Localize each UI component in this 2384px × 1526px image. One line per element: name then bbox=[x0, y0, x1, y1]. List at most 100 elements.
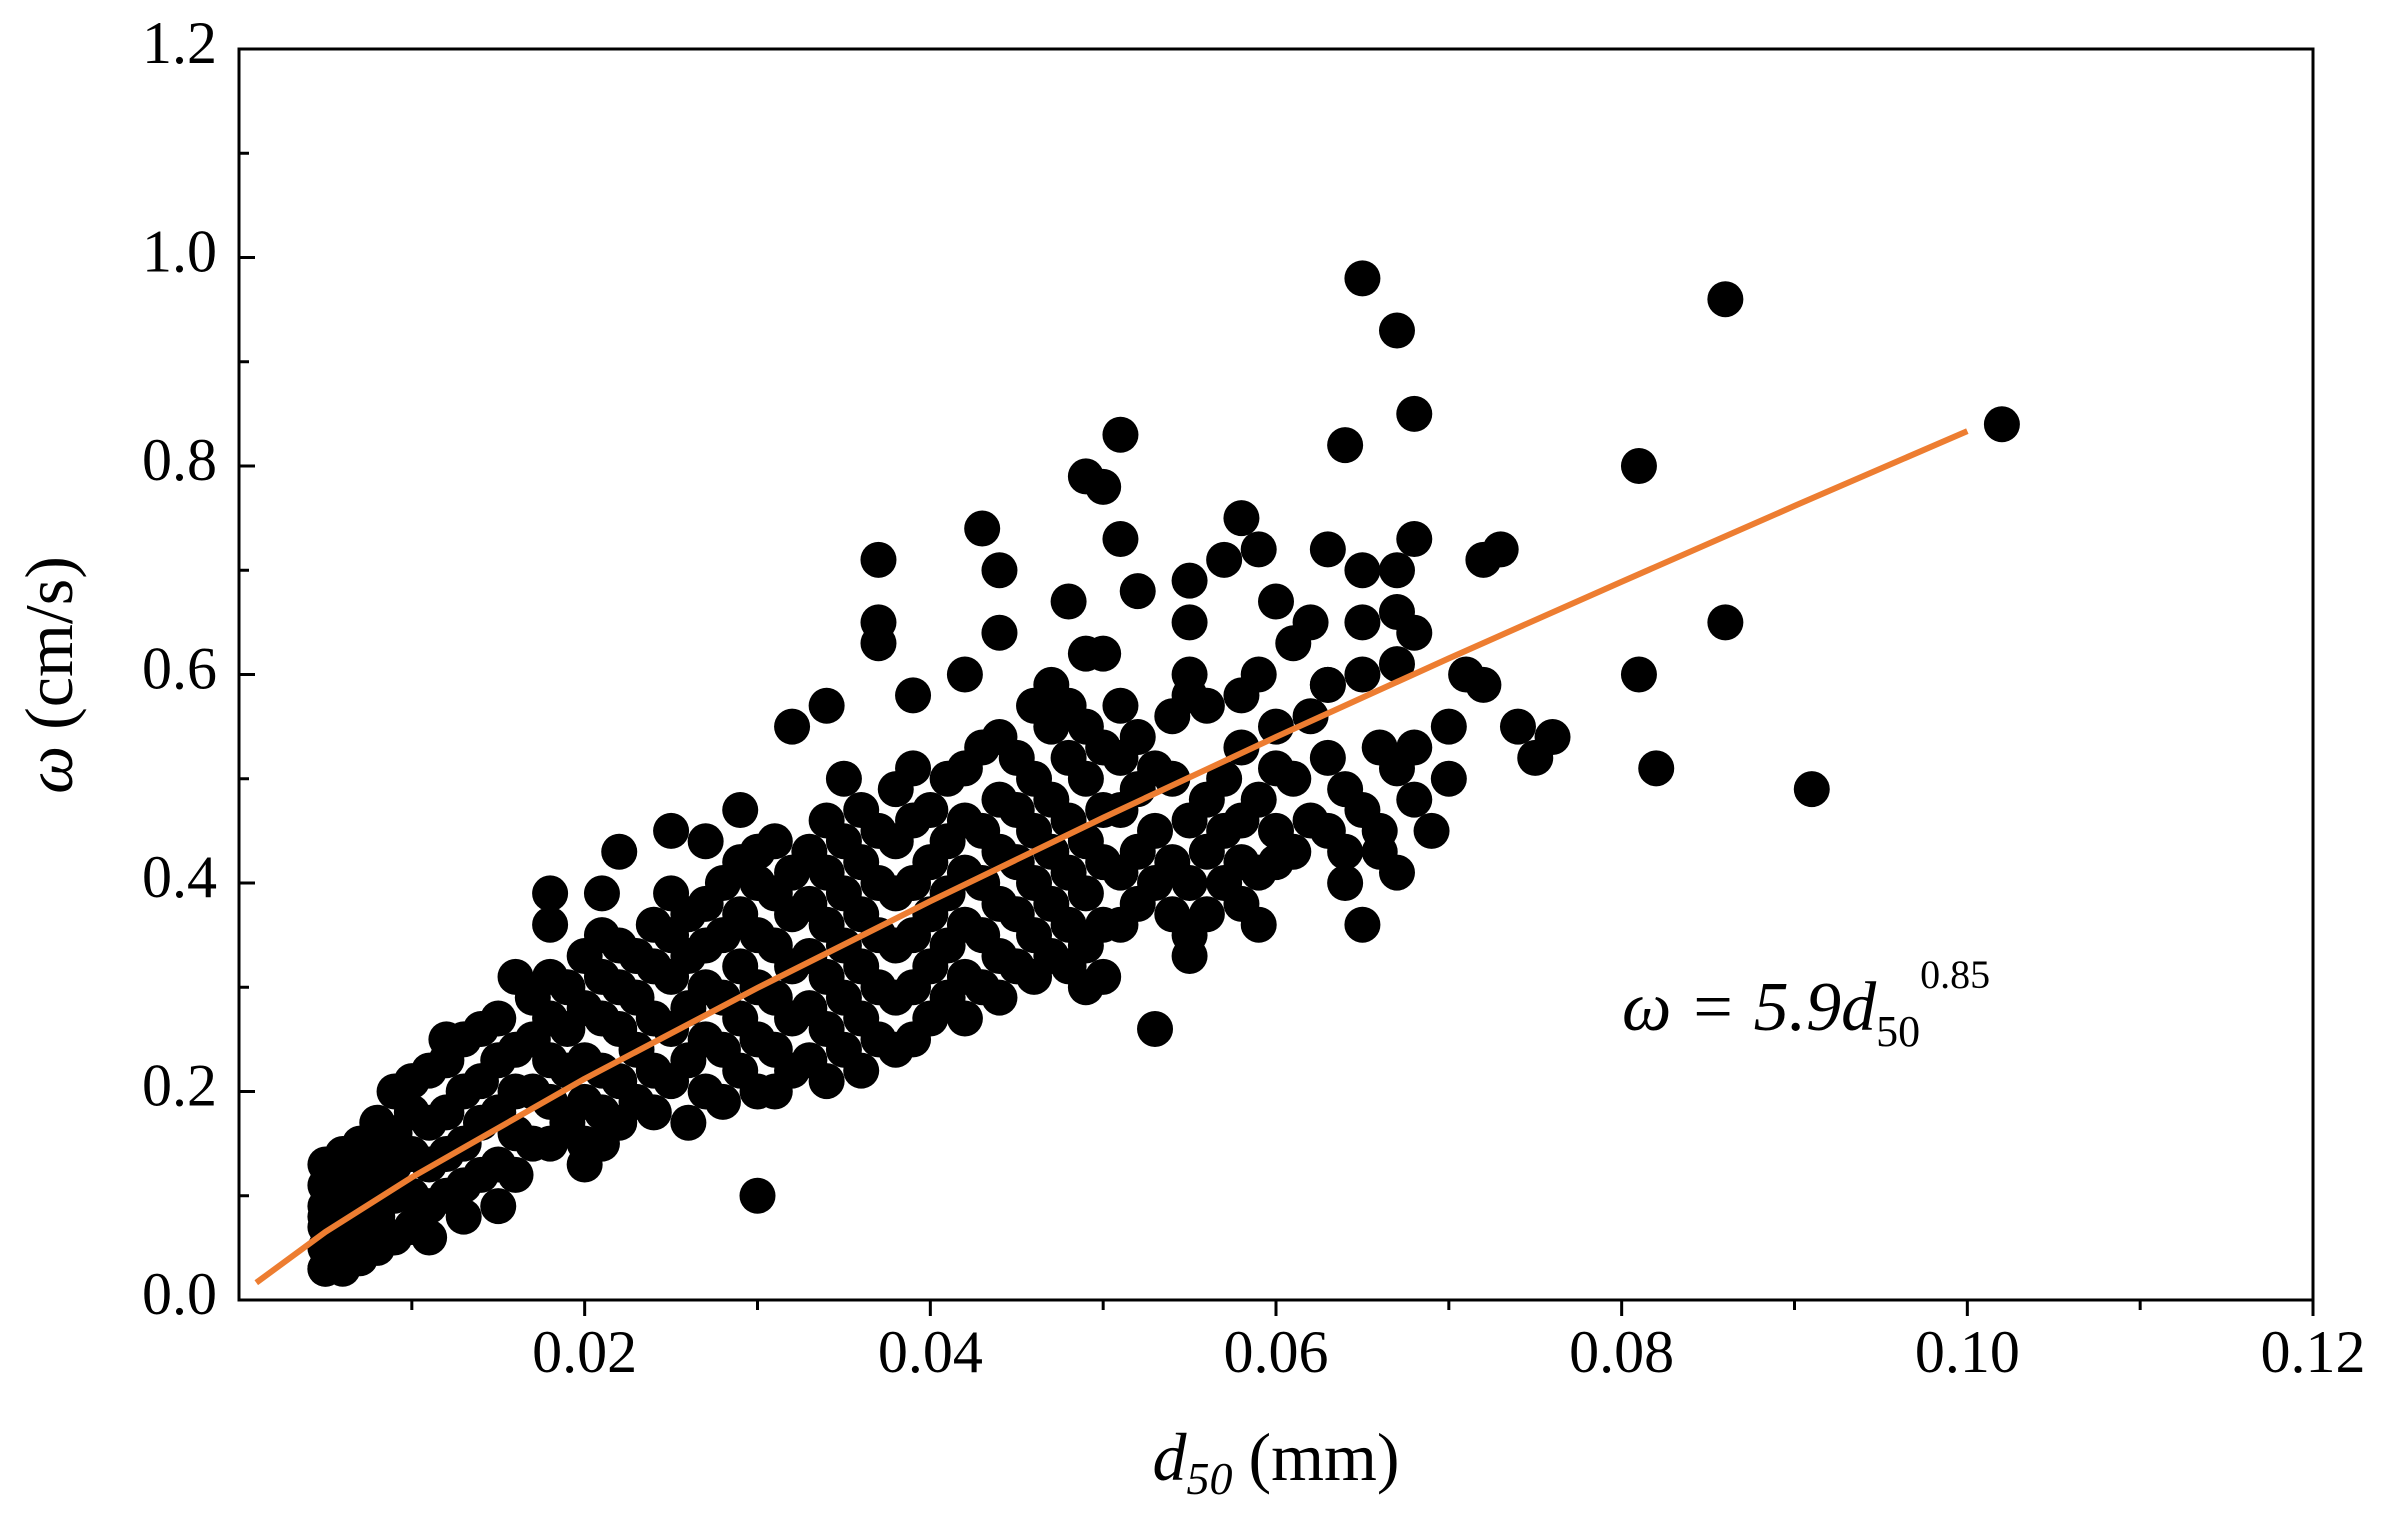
y-tick-label: 0.2 bbox=[142, 1052, 217, 1118]
equation-main: ω = 5.9d bbox=[1622, 969, 1877, 1046]
data-point bbox=[1050, 583, 1087, 620]
data-point bbox=[1361, 812, 1398, 849]
data-point bbox=[1067, 760, 1104, 797]
data-point bbox=[1119, 573, 1156, 610]
data-point bbox=[1344, 552, 1381, 589]
data-point bbox=[1517, 739, 1554, 776]
x-tick-label: 0.12 bbox=[2261, 1319, 2366, 1385]
data-point bbox=[1396, 614, 1433, 651]
data-point bbox=[1983, 406, 2020, 443]
data-point bbox=[1793, 771, 1830, 808]
data-point bbox=[635, 1094, 672, 1131]
data-point bbox=[1430, 760, 1467, 797]
equation-subscript: 50 bbox=[1876, 1007, 1920, 1056]
data-point bbox=[1102, 520, 1139, 557]
data-point bbox=[480, 1000, 517, 1037]
data-point bbox=[981, 614, 1018, 651]
data-point bbox=[1223, 885, 1260, 922]
data-point bbox=[1171, 562, 1208, 599]
data-point bbox=[895, 750, 932, 787]
data-point bbox=[808, 687, 845, 724]
data-point bbox=[1085, 958, 1122, 995]
data-point bbox=[756, 823, 793, 860]
x-label-subscript: 50 bbox=[1186, 1453, 1232, 1504]
data-point bbox=[1309, 666, 1346, 703]
data-point bbox=[981, 979, 1018, 1016]
data-point bbox=[1327, 865, 1364, 901]
data-point bbox=[964, 510, 1001, 547]
x-tick-label: 0.10 bbox=[1915, 1319, 2020, 1385]
data-point bbox=[1171, 604, 1208, 641]
data-point bbox=[981, 552, 1018, 589]
data-point bbox=[825, 760, 862, 797]
data-point bbox=[860, 541, 897, 578]
fit-curve bbox=[254, 428, 1969, 1286]
data-point bbox=[1344, 906, 1381, 943]
data-point bbox=[1465, 541, 1502, 578]
data-point bbox=[1223, 500, 1260, 537]
y-tick-label: 1.2 bbox=[142, 10, 217, 76]
data-point bbox=[497, 1156, 534, 1193]
y-label-symbol: ω bbox=[11, 746, 87, 794]
data-point bbox=[1413, 812, 1450, 849]
data-point bbox=[1275, 625, 1312, 662]
data-point bbox=[1240, 531, 1277, 568]
data-point bbox=[1396, 520, 1433, 557]
x-tick-label: 0.02 bbox=[532, 1319, 637, 1385]
data-point bbox=[583, 875, 620, 912]
data-point bbox=[653, 812, 690, 849]
data-point bbox=[1102, 416, 1139, 453]
data-point bbox=[1240, 781, 1277, 818]
x-label-symbol: d bbox=[1152, 1419, 1187, 1495]
data-point bbox=[601, 833, 638, 870]
data-point bbox=[1707, 604, 1744, 641]
x-tick-label: 0.04 bbox=[878, 1319, 983, 1385]
data-point bbox=[1137, 1010, 1174, 1047]
data-point bbox=[1275, 760, 1312, 797]
data-point bbox=[946, 656, 983, 693]
y-axis-label: ω (cm/s) bbox=[11, 556, 87, 794]
data-point bbox=[1378, 312, 1415, 349]
data-point bbox=[1223, 677, 1260, 714]
data-point bbox=[687, 823, 724, 860]
data-point bbox=[1344, 604, 1381, 641]
data-point bbox=[1188, 896, 1225, 933]
data-point bbox=[1240, 854, 1277, 891]
data-point bbox=[1620, 448, 1657, 484]
data-point bbox=[722, 792, 759, 829]
data-point bbox=[1344, 260, 1381, 297]
data-point bbox=[1309, 531, 1346, 568]
data-point bbox=[532, 906, 569, 943]
data-point bbox=[774, 708, 811, 745]
data-point bbox=[1085, 468, 1122, 505]
data-point bbox=[1638, 750, 1675, 787]
data-point bbox=[1430, 708, 1467, 745]
data-point bbox=[1465, 666, 1502, 703]
data-point bbox=[1137, 812, 1174, 849]
data-point bbox=[704, 1083, 741, 1120]
data-point bbox=[480, 1188, 517, 1225]
data-point bbox=[739, 1177, 776, 1214]
y-label-unit: (cm/s) bbox=[11, 556, 87, 730]
data-point bbox=[1119, 719, 1156, 756]
data-point bbox=[843, 1052, 880, 1089]
data-point bbox=[1707, 281, 1744, 318]
x-tick-label: 0.06 bbox=[1224, 1319, 1329, 1385]
data-point bbox=[1378, 552, 1415, 589]
data-point bbox=[1188, 687, 1225, 724]
data-point bbox=[946, 1000, 983, 1037]
data-point bbox=[912, 792, 949, 829]
data-point bbox=[1344, 656, 1381, 693]
y-tick-label: 0.4 bbox=[142, 844, 217, 910]
fit-equation: ω = 5.9d500.85 bbox=[1622, 952, 1990, 1056]
data-point bbox=[1085, 635, 1122, 672]
data-point bbox=[1171, 865, 1208, 901]
data-point bbox=[1378, 646, 1415, 683]
data-point bbox=[1258, 583, 1294, 620]
equation-superscript: 0.85 bbox=[1920, 952, 1990, 997]
data-point bbox=[1206, 760, 1243, 797]
data-point bbox=[1620, 656, 1657, 693]
data-point bbox=[1275, 833, 1312, 870]
